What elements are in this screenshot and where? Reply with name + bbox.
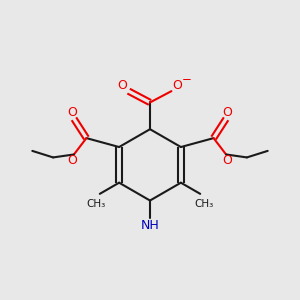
- Text: O: O: [172, 79, 182, 92]
- Text: −: −: [182, 74, 192, 86]
- Text: O: O: [68, 106, 77, 119]
- Text: O: O: [223, 106, 232, 119]
- Text: CH₃: CH₃: [194, 199, 213, 209]
- Text: CH₃: CH₃: [87, 199, 106, 209]
- Text: O: O: [117, 79, 127, 92]
- Text: O: O: [68, 154, 77, 167]
- Text: NH: NH: [141, 219, 159, 232]
- Text: O: O: [223, 154, 232, 167]
